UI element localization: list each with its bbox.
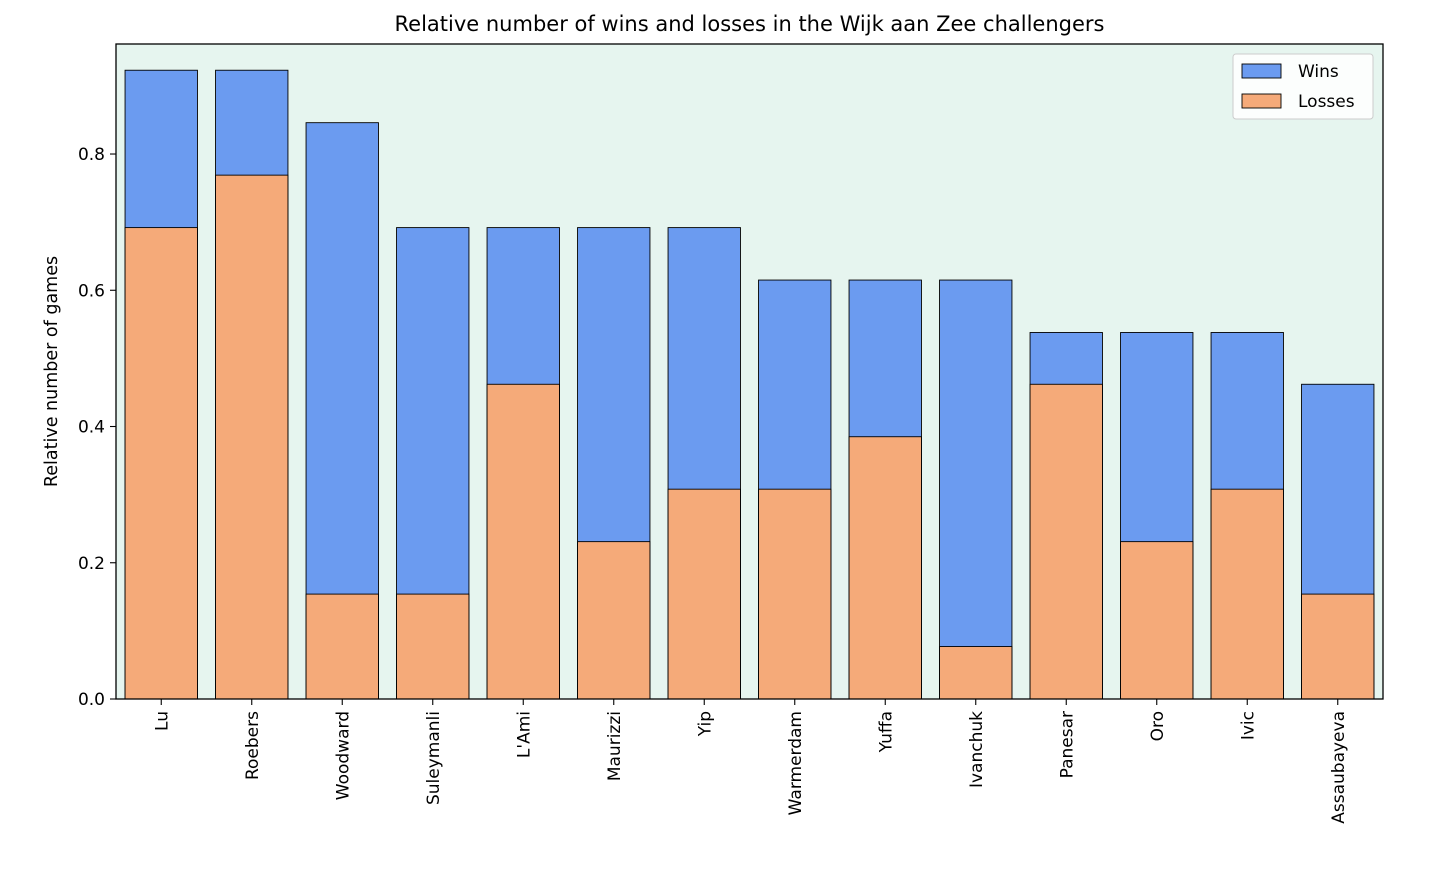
legend-swatch-wins xyxy=(1241,63,1282,79)
losses-bar xyxy=(667,488,741,700)
x-tick-label: L'Ami xyxy=(514,711,534,758)
x-tick-label: Panesar xyxy=(1057,711,1077,778)
x-tick-label: Suleymanli xyxy=(424,711,444,805)
losses-bar xyxy=(577,541,651,700)
x-tick-label: Yip xyxy=(695,711,715,737)
losses-bar xyxy=(1120,541,1194,700)
legend-swatch-losses xyxy=(1241,93,1282,109)
y-tick-label: 0.8 xyxy=(78,145,105,165)
x-tick-label: Warmerdam xyxy=(786,711,806,815)
legend-label-wins: Wins xyxy=(1298,62,1339,82)
bars-layer xyxy=(124,69,1375,700)
y-axis-label: Relative number of games xyxy=(42,256,62,487)
losses-bar xyxy=(305,593,379,700)
x-tick-label: Yuffa xyxy=(876,711,896,753)
losses-bar xyxy=(124,227,198,700)
x-tick-label: Lu xyxy=(152,711,172,731)
legend: Wins Losses xyxy=(1232,53,1374,120)
x-tick-label: Ivanchuk xyxy=(967,711,987,788)
x-tick-label: Oro xyxy=(1148,711,1168,741)
x-tick-label: Woodward xyxy=(333,711,353,800)
losses-bar xyxy=(1210,488,1284,700)
x-tick-label: Roebers xyxy=(243,711,263,780)
y-tick-label: 0.2 xyxy=(78,554,105,574)
losses-bar xyxy=(758,488,832,700)
losses-bar xyxy=(939,646,1013,700)
y-axis: 0.0 0.2 0.4 0.6 0.8 xyxy=(78,145,116,710)
losses-bar xyxy=(215,174,289,700)
y-tick-label: 0.0 xyxy=(78,690,105,710)
wins-bar xyxy=(939,279,1013,700)
plot-frame xyxy=(115,43,1384,700)
losses-bar xyxy=(1301,593,1375,700)
legend-label-losses: Losses xyxy=(1298,92,1355,112)
x-tick-label: Assaubayeva xyxy=(1329,711,1349,824)
x-tick-label: Ivic xyxy=(1238,711,1258,740)
y-tick-label: 0.6 xyxy=(78,281,105,301)
losses-bar xyxy=(1029,383,1103,700)
x-axis: Lu Roebers Woodward Suleymanli L'Ami Maurizzi… xyxy=(152,699,1349,824)
losses-bar xyxy=(486,383,560,700)
losses-bar xyxy=(848,436,922,700)
y-tick-label: 0.4 xyxy=(78,418,105,438)
chart-title: Relative number of wins and losses in th… xyxy=(395,12,1105,36)
x-tick-label: Maurizzi xyxy=(605,711,625,781)
losses-bar xyxy=(396,593,470,700)
